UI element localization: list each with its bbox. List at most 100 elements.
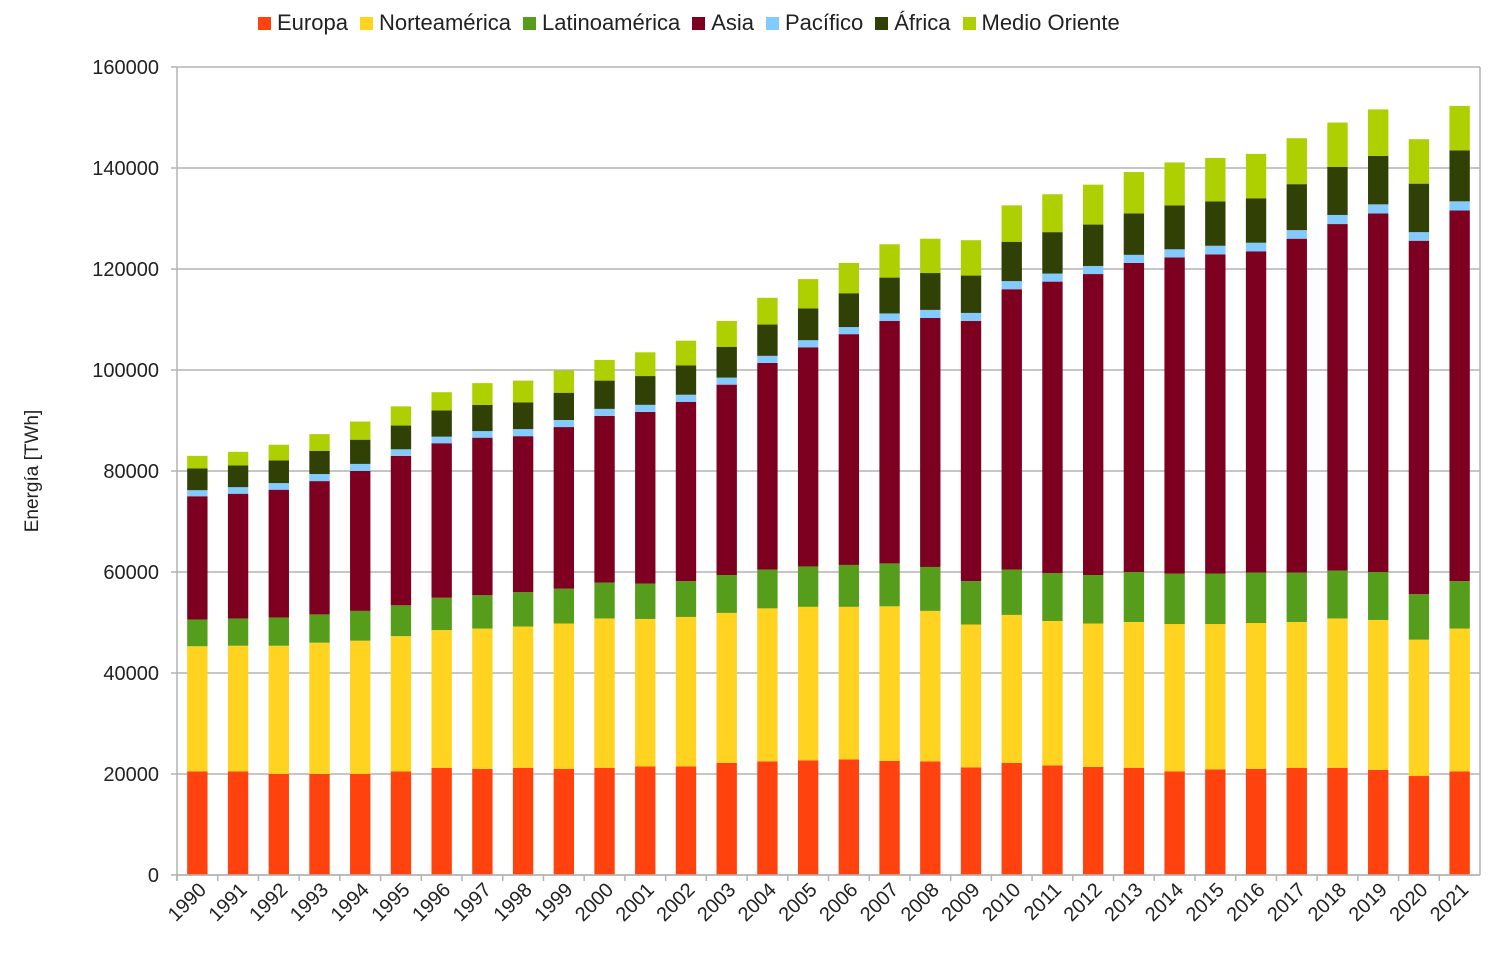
bar-segment-norteam-rica-2004 xyxy=(757,608,778,762)
bar-segment-europa-2014 xyxy=(1164,771,1185,875)
bar-segment-asia-2010 xyxy=(1001,289,1022,570)
bar-segment--frica-2006 xyxy=(838,293,860,328)
bar-segment-pac-fico-2015 xyxy=(1205,245,1226,255)
bar-segment-latinoam-rica-1996 xyxy=(431,597,452,631)
bar-segment--frica-1997 xyxy=(472,404,493,432)
bar-segment--frica-1998 xyxy=(512,402,534,430)
bar-segment-asia-2018 xyxy=(1327,224,1348,571)
bar-segment-norteam-rica-2014 xyxy=(1164,624,1185,772)
x-tick-label: 2004 xyxy=(734,879,781,926)
bar-segment-asia-1992 xyxy=(268,489,289,618)
bar-segment-norteam-rica-2003 xyxy=(716,612,737,763)
bar-segment--frica-2013 xyxy=(1123,213,1145,255)
bar-segment-medio-oriente-2000 xyxy=(594,359,615,381)
bar-segment-norteam-rica-1993 xyxy=(309,642,330,774)
bar-segment-norteam-rica-1994 xyxy=(350,640,371,774)
bar-segment--frica-2016 xyxy=(1245,198,1267,243)
x-tick-label: 2018 xyxy=(1304,879,1351,926)
bar-segment-medio-oriente-2004 xyxy=(757,297,778,325)
bar-segment-asia-2011 xyxy=(1042,281,1063,574)
bar-segment-medio-oriente-1996 xyxy=(431,392,452,411)
bar-segment-asia-2003 xyxy=(716,384,737,576)
legend-item: Europa xyxy=(258,10,348,36)
bar-segment-norteam-rica-1991 xyxy=(227,645,249,772)
bar-segment-pac-fico-2018 xyxy=(1327,214,1348,225)
bar-segment-medio-oriente-2014 xyxy=(1164,162,1185,206)
bar-segment-latinoam-rica-2021 xyxy=(1449,581,1470,629)
bar-segment-norteam-rica-2012 xyxy=(1082,623,1104,767)
bar-segment-medio-oriente-1991 xyxy=(227,451,249,466)
bar-segment-medio-oriente-2007 xyxy=(879,244,900,278)
bar-segment-latinoam-rica-1990 xyxy=(187,619,208,647)
bar-segment-medio-oriente-2009 xyxy=(960,240,982,276)
bar-segment-norteam-rica-2013 xyxy=(1123,621,1145,768)
bar-segment-medio-oriente-1998 xyxy=(512,380,534,403)
y-tick-label: 100000 xyxy=(92,360,159,382)
bar-segment-europa-2006 xyxy=(838,759,860,875)
x-tick-label: 2015 xyxy=(1182,879,1229,926)
x-tick-label: 2021 xyxy=(1426,879,1473,926)
bar-segment--frica-2011 xyxy=(1042,232,1063,274)
bar-segment-medio-oriente-2017 xyxy=(1286,138,1307,185)
bar-segment-latinoam-rica-2006 xyxy=(838,564,860,607)
bar-segment-pac-fico-2011 xyxy=(1042,273,1063,282)
bar-segment--frica-2010 xyxy=(1001,241,1022,282)
x-tick-label: 2019 xyxy=(1345,879,1392,926)
legend-swatch xyxy=(359,16,373,30)
bar-segment--frica-1992 xyxy=(268,460,289,484)
bar-segment-latinoam-rica-2020 xyxy=(1408,594,1430,640)
bar-segment-asia-2005 xyxy=(797,347,819,567)
bar-segment-europa-2011 xyxy=(1042,765,1063,875)
bar-segment-europa-1991 xyxy=(227,771,249,875)
legend-swatch xyxy=(765,16,779,30)
bar-segment-pac-fico-2004 xyxy=(757,355,778,363)
bar-segment-asia-2019 xyxy=(1368,213,1389,572)
bar-segment--frica-2015 xyxy=(1205,201,1226,246)
bar-segment-pac-fico-2014 xyxy=(1164,249,1185,258)
bar-segment-europa-1996 xyxy=(431,767,452,875)
bar-segment--frica-2012 xyxy=(1082,224,1104,266)
bar-segment-norteam-rica-2015 xyxy=(1205,624,1226,770)
x-tick-label: 1997 xyxy=(449,879,496,926)
bar-segment-medio-oriente-1992 xyxy=(268,444,289,461)
bar-segment-medio-oriente-2019 xyxy=(1368,109,1389,156)
bar-segment-latinoam-rica-1993 xyxy=(309,614,330,643)
bar-segment-norteam-rica-2016 xyxy=(1245,623,1267,769)
bar-segment-asia-2006 xyxy=(838,334,860,565)
bar-segment-norteam-rica-2011 xyxy=(1042,620,1063,766)
legend-label: Asia xyxy=(711,10,754,35)
bar-segment--frica-1993 xyxy=(309,450,330,475)
bar-segment-latinoam-rica-2014 xyxy=(1164,573,1185,625)
bar-segment--frica-2014 xyxy=(1164,205,1185,250)
bar-segment-latinoam-rica-2009 xyxy=(960,581,982,625)
y-tick-label: 40000 xyxy=(103,663,159,685)
x-tick-label: 2000 xyxy=(571,879,618,926)
bar-segment-pac-fico-2001 xyxy=(635,404,656,412)
bar-segment-latinoam-rica-1995 xyxy=(390,605,412,637)
legend-swatch xyxy=(692,16,706,30)
bar-segment-europa-2020 xyxy=(1408,776,1430,875)
bar-segment-europa-2008 xyxy=(920,761,941,875)
bar-segment-norteam-rica-1990 xyxy=(187,646,208,772)
x-tick-label: 1999 xyxy=(530,879,577,926)
bar-segment-europa-2005 xyxy=(797,760,819,875)
bar-segment-latinoam-rica-1991 xyxy=(227,618,249,646)
y-tick-label: 0 xyxy=(148,865,159,887)
bar-segment-asia-2015 xyxy=(1205,254,1226,574)
bar-segment-europa-1994 xyxy=(350,774,371,875)
bar-segment-latinoam-rica-1994 xyxy=(350,610,371,641)
bar-segment-pac-fico-2008 xyxy=(920,309,941,318)
bar-segment-europa-2019 xyxy=(1368,769,1389,875)
bar-segment-latinoam-rica-2011 xyxy=(1042,573,1063,621)
x-tick-label: 1996 xyxy=(408,879,455,926)
bar-segment-europa-1993 xyxy=(309,774,330,875)
bar-segment-europa-2017 xyxy=(1286,767,1307,875)
x-tick-label: 2008 xyxy=(897,879,944,926)
bar-segment-europa-1995 xyxy=(390,771,412,875)
bar-segment-europa-2003 xyxy=(716,762,737,875)
bar-segment-pac-fico-2013 xyxy=(1123,254,1145,263)
bar-segment-pac-fico-2020 xyxy=(1408,232,1430,241)
x-tick-label: 1991 xyxy=(205,879,252,926)
bar-segment-asia-1997 xyxy=(472,437,493,596)
